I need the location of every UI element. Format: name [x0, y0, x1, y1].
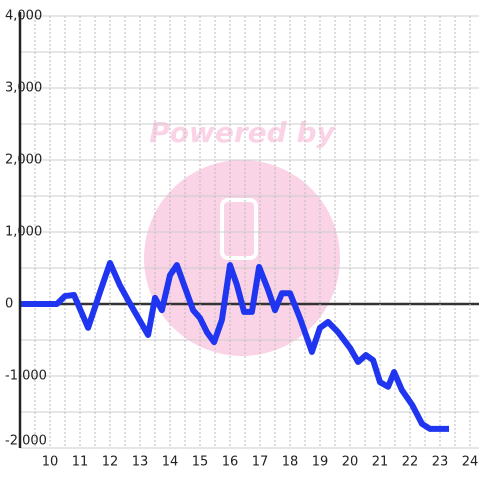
x-tick-label: 20 — [342, 455, 359, 470]
x-tick-label: 12 — [102, 455, 119, 470]
x-tick-label: 13 — [132, 455, 149, 470]
data-line — [20, 259, 449, 432]
x-tick-label: 21 — [372, 455, 389, 470]
watermark-icon — [220, 198, 258, 260]
x-tick-label: 24 — [462, 455, 479, 470]
watermark-text: Powered by — [149, 116, 336, 149]
y-tick-label: 1,000 — [5, 225, 42, 240]
plot — [20, 259, 449, 432]
x-tick-label: 19 — [312, 455, 329, 470]
y-tick-label: -2,000 — [5, 434, 47, 449]
x-tick-label: 17 — [252, 455, 269, 470]
y-tick-label: 4,000 — [5, 9, 42, 24]
x-tick-label: 10 — [42, 455, 59, 470]
x-tick-label: 22 — [402, 455, 419, 470]
y-tick-label: 3,000 — [5, 81, 42, 96]
x-tick-label: 11 — [72, 455, 89, 470]
x-tick-label: 23 — [432, 455, 449, 470]
y-tick-label: 0 — [5, 297, 13, 312]
x-tick-label: 16 — [222, 455, 239, 470]
x-tick-label: 18 — [282, 455, 299, 470]
y-tick-label: -1,000 — [5, 369, 47, 384]
y-tick-label: 2,000 — [5, 153, 42, 168]
x-tick-label: 14 — [162, 455, 179, 470]
grid — [20, 15, 479, 449]
x-tick-label: 15 — [192, 455, 209, 470]
